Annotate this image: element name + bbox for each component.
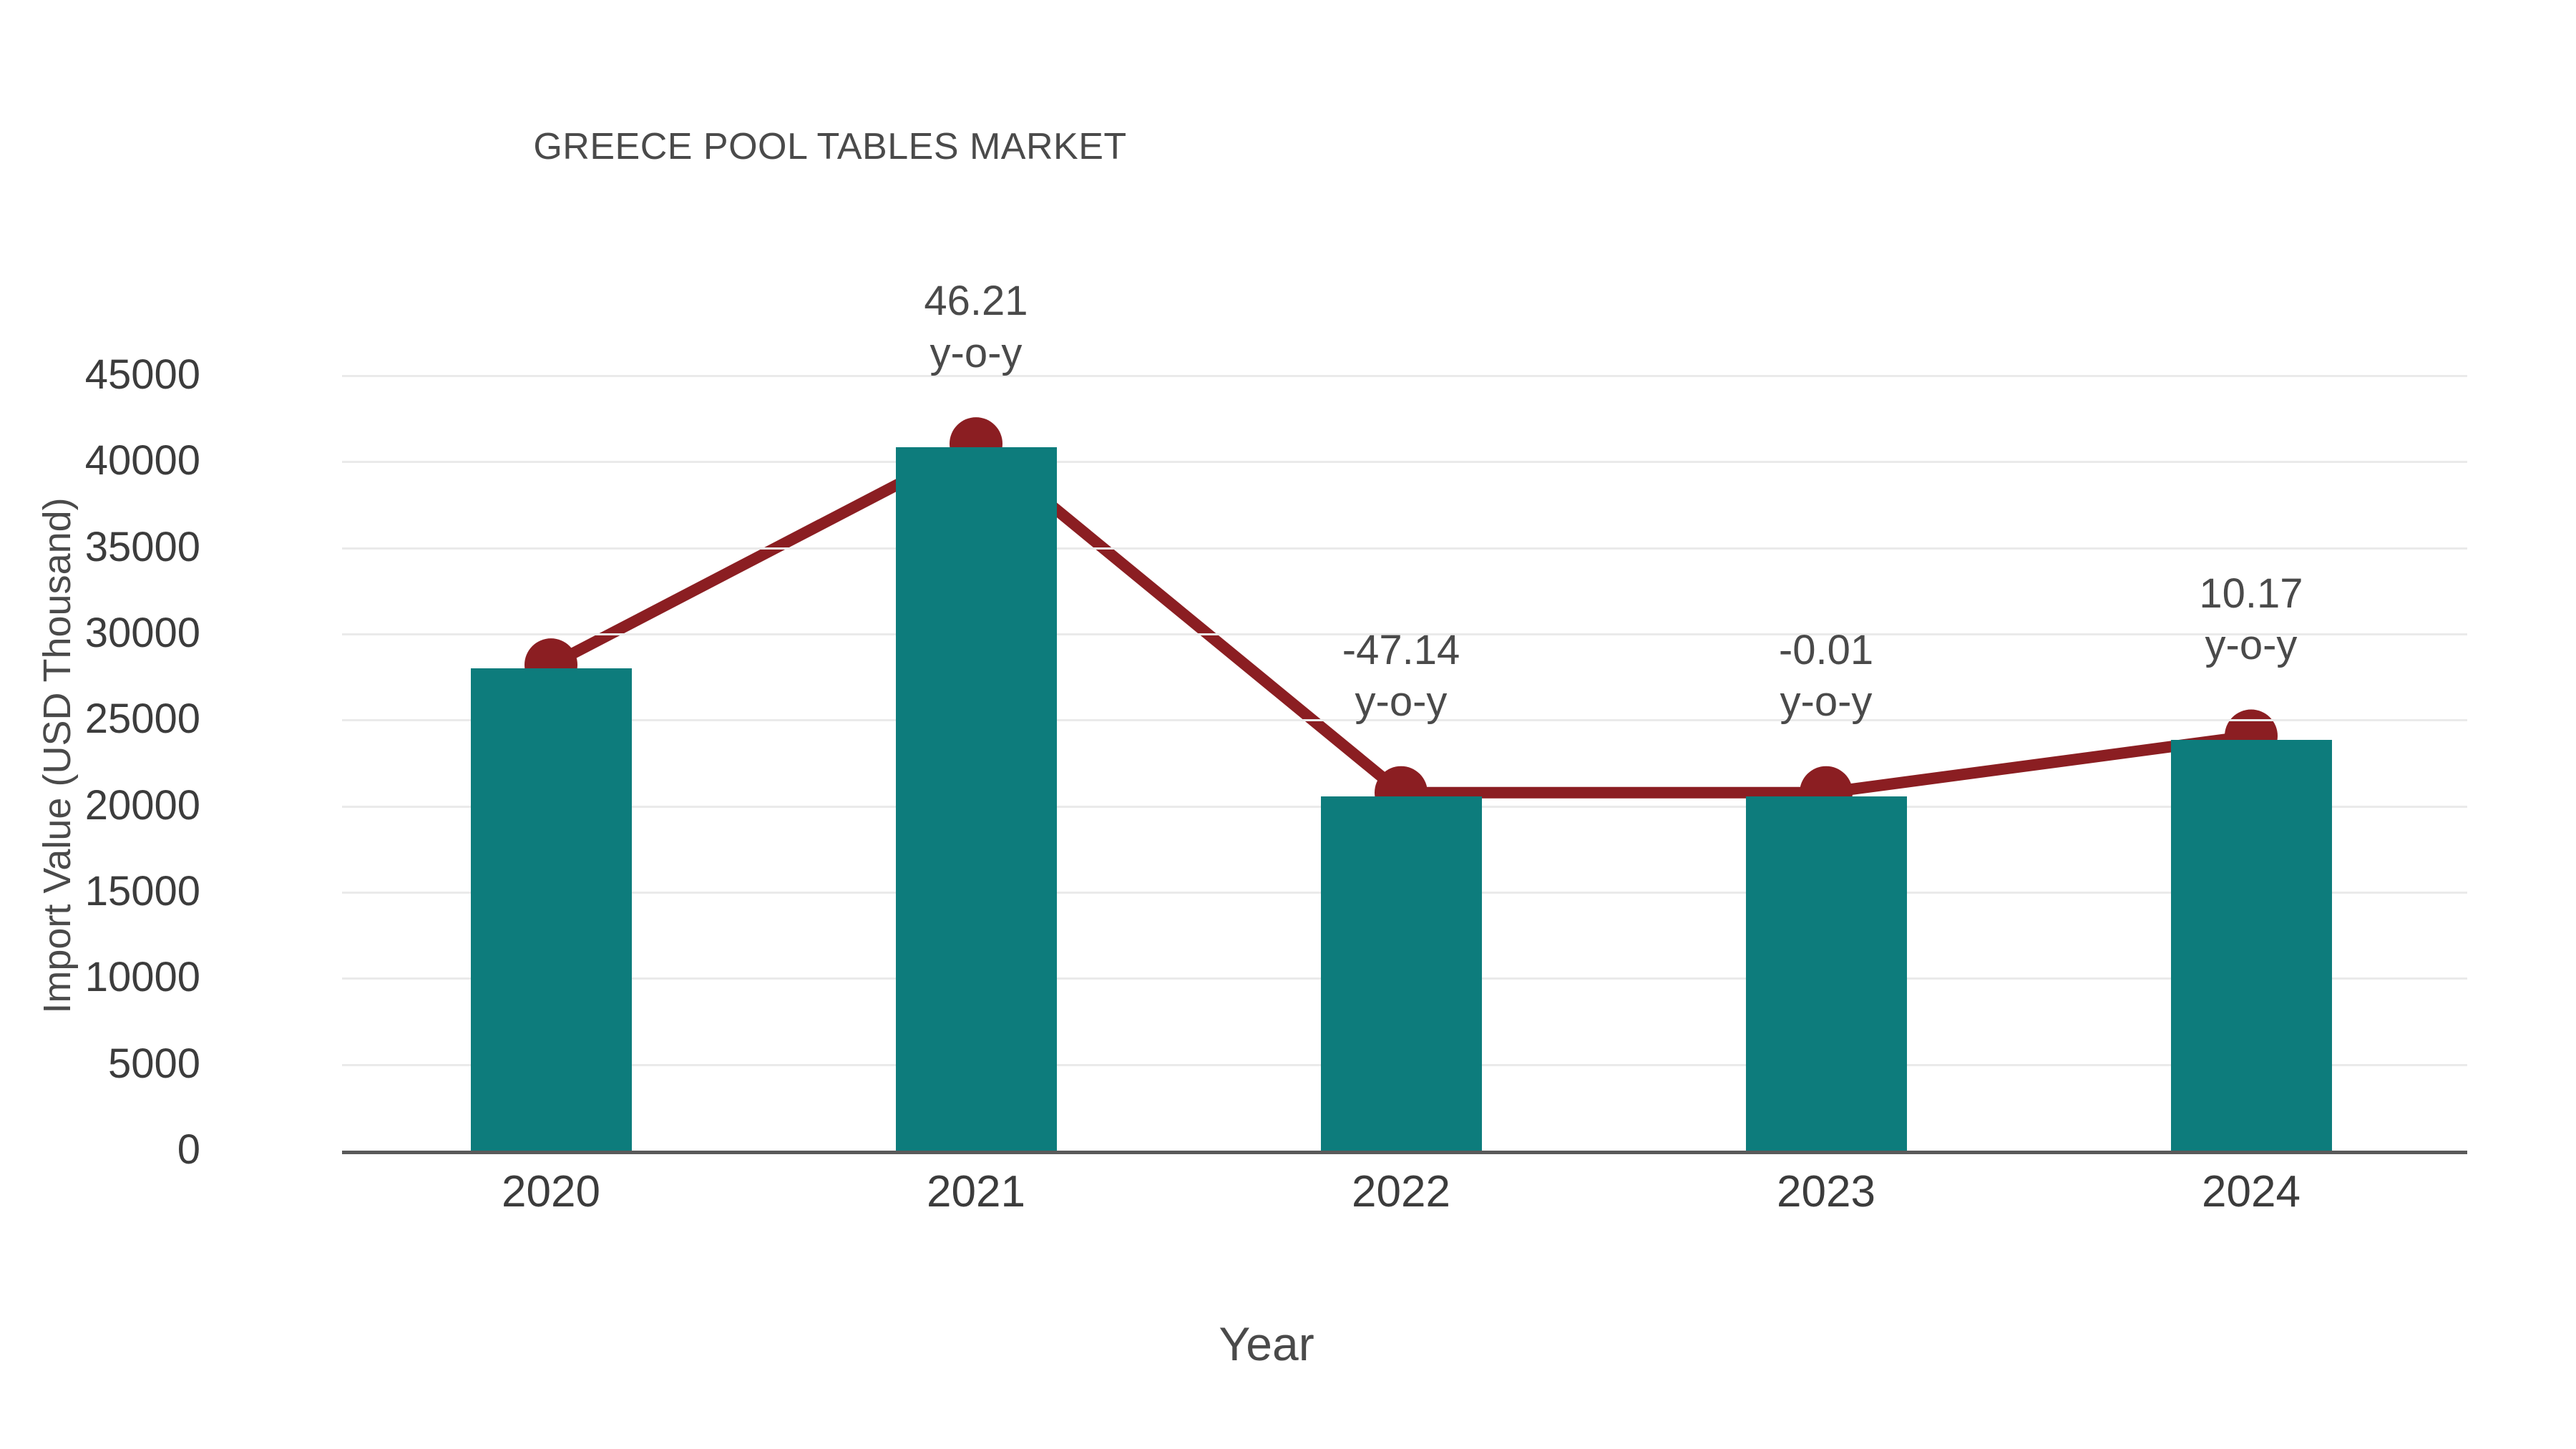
y-tick-label: 40000 (84, 437, 200, 484)
gridline (342, 547, 2467, 550)
yoy-line-path (545, 438, 2257, 799)
bar-2020[interactable] (470, 668, 632, 1151)
y-tick-label: 15000 (84, 868, 200, 914)
annotation-value: 46.21 (924, 278, 1028, 325)
gridline (342, 375, 2467, 377)
x-tick-label-2021: 2021 (927, 1167, 1025, 1216)
annotation-unit: y-o-y (1355, 678, 1448, 726)
annotation-2022: -47.14 y-o-y (1229, 625, 1573, 728)
y-tick-label: 35000 (84, 523, 200, 570)
y-tick-label: 20000 (84, 781, 200, 829)
annotation-2024: 10.17 y-o-y (2079, 568, 2423, 672)
x-axis-title: Year (1219, 1317, 1314, 1370)
annotation-unit: y-o-y (930, 329, 1023, 376)
y-tick-label: 10000 (84, 954, 200, 1001)
page-title: GREECE POOL TABLES MARKET (533, 126, 1127, 167)
annotation-value: -0.01 (1778, 626, 1874, 673)
bar-2022[interactable] (1320, 796, 1482, 1151)
y-axis-title: Import Value (USD Thousand) (36, 497, 79, 1014)
annotation-2023: -0.01 y-o-y (1654, 625, 1998, 728)
annotation-value: -47.14 (1342, 626, 1460, 673)
annotation-unit: y-o-y (1780, 678, 1873, 726)
gridline (342, 719, 2467, 722)
x-tick-label-2024: 2024 (2202, 1167, 2301, 1216)
y-tick-label: 0 (177, 1126, 200, 1173)
gridline (342, 461, 2467, 464)
annotation-2021: 46.21 y-o-y (804, 275, 1148, 379)
y-tick-label: 30000 (84, 610, 200, 656)
annotation-unit: y-o-y (2205, 622, 2298, 669)
x-tick-label-2023: 2023 (1777, 1167, 1875, 1216)
bar-2024[interactable] (2170, 739, 2332, 1151)
bar-2023[interactable] (1745, 796, 1907, 1151)
gridline (342, 633, 2467, 635)
x-tick-label-2020: 2020 (502, 1167, 600, 1216)
y-tick-label: 45000 (84, 351, 200, 398)
plot-area: 45000 40000 35000 30000 25000 20000 15000 10000… (85, 278, 2467, 1216)
y-tick-label: 25000 (84, 696, 200, 743)
y-tick-label: 5000 (107, 1040, 200, 1087)
x-axis-line (342, 1151, 2467, 1154)
bar-2021[interactable] (895, 447, 1057, 1151)
x-tick-label-2022: 2022 (1352, 1167, 1450, 1216)
annotation-value: 10.17 (2199, 570, 2303, 617)
